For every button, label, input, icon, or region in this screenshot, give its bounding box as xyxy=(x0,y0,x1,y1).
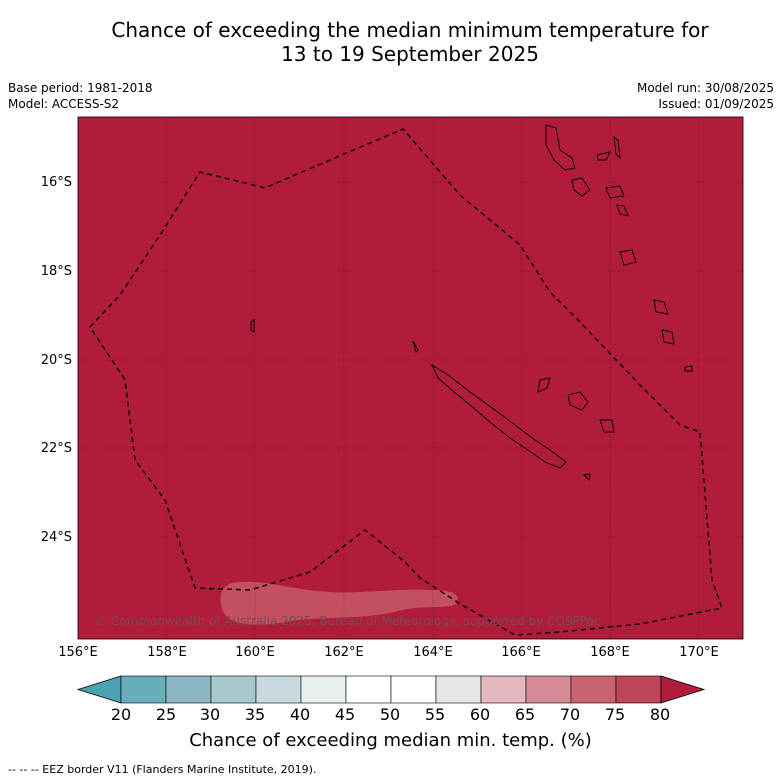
isle-of-pines xyxy=(583,473,591,481)
lat-label-16s: 16°S xyxy=(40,175,72,190)
cb-tick-60: 60 xyxy=(469,705,491,724)
eez-border xyxy=(89,128,723,636)
cb-tick-40: 40 xyxy=(289,705,311,724)
lon-label-162e: 162°E xyxy=(324,645,364,660)
espiritu-santo-coastline xyxy=(545,124,576,171)
malekula-coastline xyxy=(571,177,591,197)
model-name: Model: ACCESS-S2 xyxy=(8,97,120,111)
vanuatu-islet-1 xyxy=(596,151,611,161)
graticule xyxy=(78,117,743,639)
vanuatu-islet-2 xyxy=(613,136,621,160)
lon-label-170e: 170°E xyxy=(679,645,719,660)
belep-islands xyxy=(412,340,419,353)
copyright-notice: © Commonwealth of Australia 2025, Bureau… xyxy=(95,614,601,628)
cb-tick-30: 30 xyxy=(199,705,221,724)
cb-tick-20: 20 xyxy=(110,705,132,724)
erromango-coastline xyxy=(653,299,669,315)
title-line-2: 13 to 19 September 2025 xyxy=(281,42,539,66)
cb-tick-35: 35 xyxy=(244,705,266,724)
probability-field xyxy=(77,116,744,640)
cb-tick-80: 80 xyxy=(649,705,671,724)
cb-tick-45: 45 xyxy=(334,705,356,724)
issued-date: Issued: 01/09/2025 xyxy=(658,97,774,111)
aneityum-coastline xyxy=(684,365,693,372)
lifou-coastline xyxy=(567,391,589,411)
lon-label-158e: 158°E xyxy=(147,645,187,660)
lon-label-166e: 166°E xyxy=(501,645,541,660)
lat-label-24s: 24°S xyxy=(40,530,72,545)
lon-label-168e: 168°E xyxy=(590,645,630,660)
title-line-1: Chance of exceeding the median minimum t… xyxy=(111,18,709,42)
lon-label-160e: 160°E xyxy=(235,645,275,660)
lat-label-22s: 22°S xyxy=(40,441,72,456)
eez-footnote: -- -- -- EEZ border V11 (Flanders Marine… xyxy=(8,763,317,776)
cb-tick-65: 65 xyxy=(514,705,536,724)
meta-right: Model run: 30/08/2025 Issued: 01/09/2025 xyxy=(637,80,774,112)
tanna-coastline xyxy=(661,329,675,345)
ambrym-coastline xyxy=(605,185,625,199)
new-caledonia-coastline xyxy=(430,363,567,469)
cb-tick-25: 25 xyxy=(155,705,177,724)
base-period: Base period: 1981-2018 xyxy=(8,81,153,95)
meta-left: Base period: 1981-2018 Model: ACCESS-S2 xyxy=(8,80,153,112)
lat-label-18s: 18°S xyxy=(40,264,72,279)
model-run: Model run: 30/08/2025 xyxy=(636,81,774,95)
low-probability-patch xyxy=(220,581,458,625)
colorbar-label: Chance of exceeding median min. temp. (%… xyxy=(189,730,592,751)
cb-tick-55: 55 xyxy=(424,705,446,724)
cb-tick-70: 70 xyxy=(559,705,581,724)
cb-tick-50: 50 xyxy=(379,705,401,724)
lon-label-156e: 156°E xyxy=(58,645,98,660)
efate-coastline xyxy=(619,249,637,266)
epi-coastline xyxy=(616,204,629,217)
map-title: Chance of exceeding the median minimum t… xyxy=(0,18,781,66)
chesterfield-reef xyxy=(250,319,255,333)
lat-label-20s: 20°S xyxy=(40,353,72,368)
mare-coastline xyxy=(599,419,615,433)
lon-label-164e: 164°E xyxy=(413,645,453,660)
ouvea-coastline xyxy=(537,377,551,393)
cb-tick-75: 75 xyxy=(604,705,626,724)
